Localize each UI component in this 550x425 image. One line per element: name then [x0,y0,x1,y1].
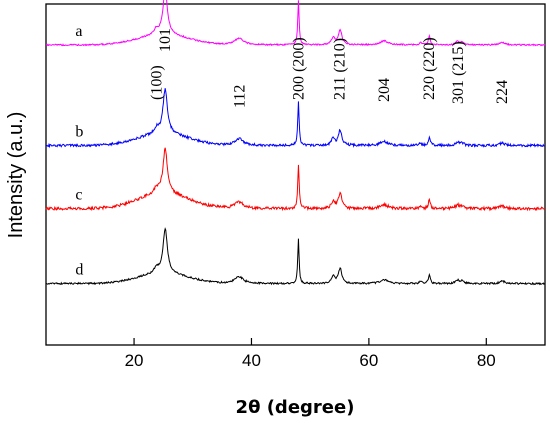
peak-label: 301 (215) [450,41,467,104]
x-tick-label: 40 [242,351,261,370]
peak-labels-layer: (100) 101 112 200 (200) 211 (210) 204 220 (220… [148,28,511,108]
y-axis-label: Intensity (a.u.) [5,112,27,239]
x-tick-label: 60 [359,351,378,370]
curve-labels-layer: a b c d [75,23,83,279]
peak-label: 224 [494,80,511,104]
series-a-label: a [75,23,82,40]
x-tick-label: 20 [125,351,144,370]
series-a-line [45,0,546,47]
peak-label: 101 [157,28,174,52]
x-tick-label: 80 [477,351,496,370]
series-d-line [45,227,546,286]
series-c-label: c [75,187,82,204]
peak-label: 112 [232,85,249,108]
peak-label: 204 [376,78,393,102]
series-c-line [45,147,546,212]
plot-area [45,3,546,346]
peak-label: 220 (220) [421,37,438,100]
curves-layer [45,0,546,286]
series-d-label: d [75,262,83,279]
x-axis-label: 2θ (degree) [236,397,355,418]
x-axis-ticks: 20 40 60 80 [125,338,496,370]
peak-label: (100) [148,65,165,100]
series-b-label: b [75,124,83,141]
series-b-line [45,88,546,149]
peak-label: 200 (200) [290,37,307,100]
peak-label: 211 (210) [332,38,349,100]
